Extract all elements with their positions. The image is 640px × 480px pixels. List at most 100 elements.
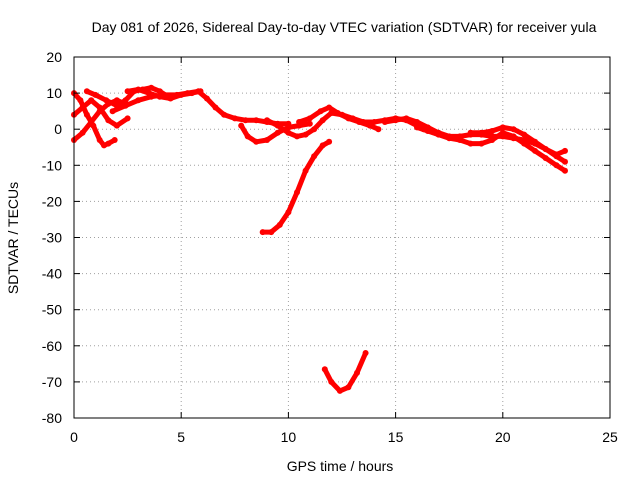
data-point	[111, 137, 118, 143]
x-tick-label: 5	[177, 429, 185, 445]
data-point	[371, 119, 378, 125]
data-series	[71, 84, 568, 394]
series-track-14	[468, 124, 568, 165]
data-point	[103, 97, 110, 104]
data-point	[354, 369, 360, 376]
x-tick-label: 10	[281, 429, 297, 445]
data-point	[478, 129, 485, 136]
data-point	[478, 140, 485, 147]
data-point	[88, 119, 95, 125]
data-point	[197, 88, 204, 95]
data-point	[435, 131, 442, 138]
data-point	[148, 84, 155, 91]
data-point	[375, 126, 382, 133]
y-tick-label: -70	[42, 374, 62, 390]
data-point	[306, 120, 313, 127]
data-point	[542, 146, 549, 153]
data-point	[124, 115, 131, 122]
data-point	[264, 117, 270, 124]
data-point	[79, 129, 86, 136]
data-point	[326, 138, 333, 145]
data-point	[285, 209, 292, 216]
data-point	[203, 95, 210, 102]
y-tick-label: -50	[42, 302, 62, 318]
data-point	[124, 88, 131, 95]
x-axis-label: GPS time / hours	[287, 458, 394, 474]
data-point	[510, 133, 517, 140]
data-point	[253, 117, 260, 124]
data-point	[113, 97, 120, 104]
data-point	[302, 167, 309, 174]
y-tick-label: -20	[42, 193, 62, 209]
data-point	[253, 138, 260, 145]
data-point	[188, 90, 195, 97]
data-point	[553, 153, 560, 160]
data-point	[109, 108, 116, 115]
data-point	[135, 86, 142, 93]
data-point	[403, 115, 410, 122]
data-point	[105, 140, 112, 147]
data-point	[167, 95, 174, 102]
data-point	[274, 129, 281, 136]
data-point	[83, 88, 90, 95]
data-point	[562, 167, 568, 174]
data-point	[499, 129, 506, 136]
x-tick-label: 0	[70, 429, 78, 445]
data-point	[392, 117, 399, 124]
data-point	[317, 108, 324, 115]
data-point	[264, 137, 270, 143]
y-tick-label: 20	[46, 49, 62, 65]
data-point	[362, 350, 369, 356]
data-point	[311, 153, 318, 160]
chart-title: Day 081 of 2026, Sidereal Day-to-day VTE…	[92, 19, 597, 35]
data-point	[242, 117, 249, 124]
x-tick-label: 25	[602, 429, 618, 445]
data-point	[113, 122, 120, 129]
data-point	[532, 147, 538, 154]
data-point	[424, 128, 431, 134]
y-tick-label: -10	[42, 157, 62, 173]
data-point	[294, 133, 300, 140]
data-point	[446, 135, 453, 142]
series-track-5	[110, 88, 291, 127]
y-axis-label: SDTVAR / TECUs	[5, 182, 21, 294]
axis-ticks: 0 5 10 15 20 25 20 10 0 -10 -20 -30 -40 -50 -60 -70 -80	[42, 49, 618, 445]
data-point	[328, 378, 335, 385]
data-point	[212, 104, 219, 111]
data-point	[122, 102, 129, 109]
data-point	[306, 115, 313, 122]
series-track-10	[260, 139, 332, 235]
data-point	[259, 229, 266, 236]
data-point	[562, 147, 568, 154]
data-point	[345, 115, 352, 122]
data-point	[499, 124, 506, 131]
data-point	[274, 122, 281, 129]
data-point	[553, 162, 560, 169]
data-point	[467, 129, 474, 136]
y-tick-label: 10	[46, 85, 62, 101]
data-point	[296, 119, 303, 125]
data-point	[221, 111, 228, 118]
data-point	[122, 97, 129, 104]
data-point	[319, 142, 326, 149]
data-point	[178, 91, 185, 98]
data-point	[294, 189, 300, 196]
data-point	[135, 97, 142, 104]
data-point	[321, 366, 328, 373]
data-point	[302, 131, 309, 138]
data-point	[356, 119, 363, 125]
data-point	[366, 122, 373, 129]
y-tick-label: 0	[54, 121, 62, 137]
data-point	[88, 97, 95, 104]
data-point	[414, 124, 420, 131]
data-point	[276, 221, 283, 228]
y-tick-label: -60	[42, 338, 62, 354]
data-point	[521, 131, 528, 138]
data-point	[326, 104, 333, 111]
data-point	[96, 137, 103, 143]
y-tick-label: -40	[42, 266, 62, 282]
data-point	[96, 108, 103, 115]
data-point	[92, 91, 99, 98]
data-point	[334, 110, 341, 116]
data-point	[231, 115, 238, 122]
